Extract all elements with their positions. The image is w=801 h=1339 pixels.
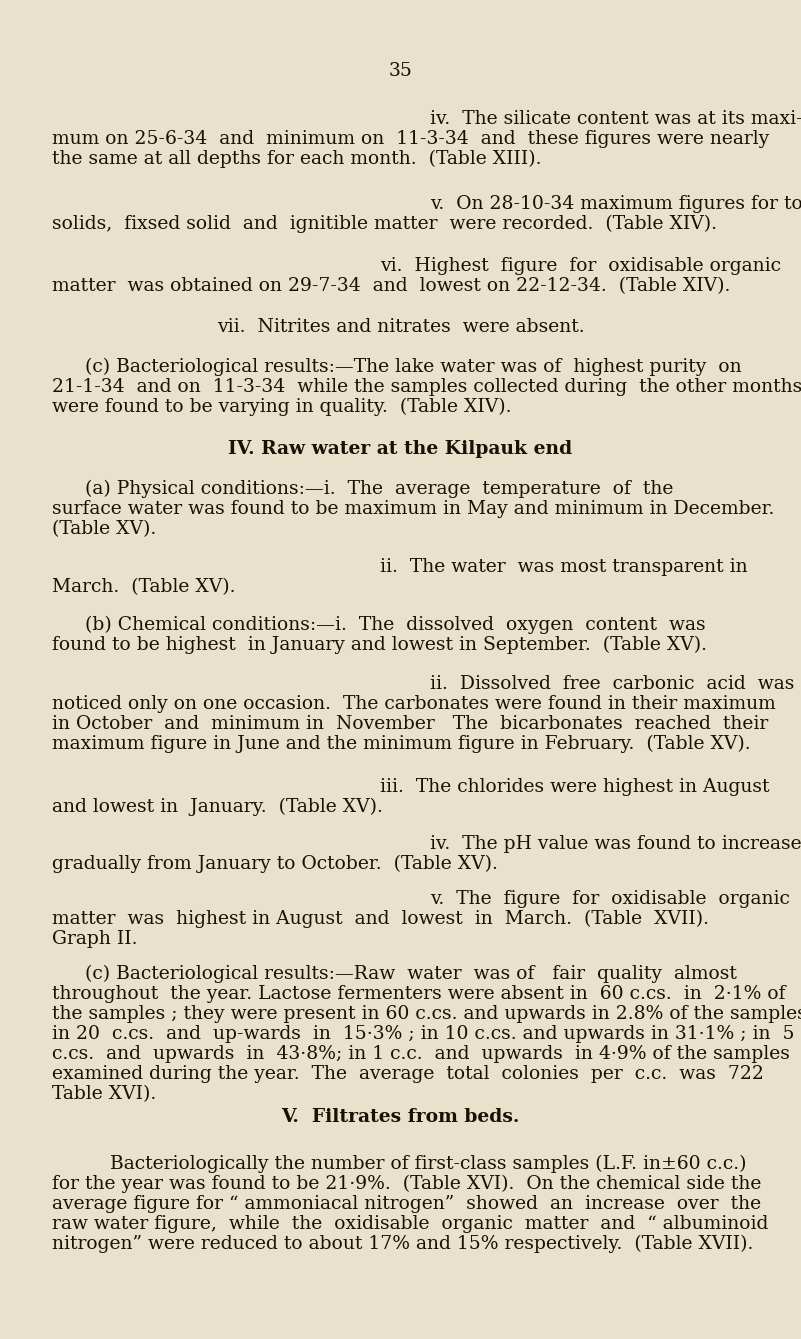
Text: (Table XV).: (Table XV).: [52, 520, 156, 538]
Text: v.  The  figure  for  oxidisable  organic: v. The figure for oxidisable organic: [430, 890, 790, 908]
Text: raw water figure,  while  the  oxidisable  organic  matter  and  “ albuminoid: raw water figure, while the oxidisable o…: [52, 1214, 768, 1233]
Text: in October  and  minimum in  November   The  bicarbonates  reached  their: in October and minimum in November The b…: [52, 715, 768, 732]
Text: (b) Chemical conditions:—i.  The  dissolved  oxygen  content  was: (b) Chemical conditions:—i. The dissolve…: [85, 616, 706, 635]
Text: matter  was  highest in August  and  lowest  in  March.  (Table  XVII).: matter was highest in August and lowest …: [52, 911, 709, 928]
Text: v.  On 28-10-34 maximum figures for total: v. On 28-10-34 maximum figures for total: [430, 195, 801, 213]
Text: noticed only on one occasion.  The carbonates were found in their maximum: noticed only on one occasion. The carbon…: [52, 695, 775, 712]
Text: iv.  The pH value was found to increase: iv. The pH value was found to increase: [430, 836, 801, 853]
Text: the samples ; they were present in 60 c.cs. and upwards in 2.8% of the samples ,: the samples ; they were present in 60 c.…: [52, 1006, 801, 1023]
Text: c.cs.  and  upwards  in  43·8%; in 1 c.c.  and  upwards  in 4·9% of the samples: c.cs. and upwards in 43·8%; in 1 c.c. an…: [52, 1044, 790, 1063]
Text: March.  (Table XV).: March. (Table XV).: [52, 578, 235, 596]
Text: vi.  Highest  figure  for  oxidisable organic: vi. Highest figure for oxidisable organi…: [380, 257, 781, 274]
Text: matter  was obtained on 29-7-34  and  lowest on 22-12-34.  (Table XIV).: matter was obtained on 29-7-34 and lowes…: [52, 277, 731, 295]
Text: iii.  The chlorides were highest in August: iii. The chlorides were highest in Augus…: [380, 778, 770, 795]
Text: (a) Physical conditions:—i.  The  average  temperature  of  the: (a) Physical conditions:—i. The average …: [85, 479, 674, 498]
Text: average figure for “ ammoniacal nitrogen”  showed  an  increase  over  the: average figure for “ ammoniacal nitrogen…: [52, 1194, 761, 1213]
Text: Graph II.: Graph II.: [52, 931, 138, 948]
Text: iv.  The silicate content was at its maxi-: iv. The silicate content was at its maxi…: [430, 110, 801, 129]
Text: V.  Filtrates from beds.: V. Filtrates from beds.: [281, 1107, 520, 1126]
Text: nitrogen” were reduced to about 17% and 15% respectively.  (Table XVII).: nitrogen” were reduced to about 17% and …: [52, 1235, 754, 1253]
Text: examined during the year.  The  average  total  colonies  per  c.c.  was  722: examined during the year. The average to…: [52, 1065, 764, 1083]
Text: for the year was found to be 21·9%.  (Table XVI).  On the chemical side the: for the year was found to be 21·9%. (Tab…: [52, 1176, 762, 1193]
Text: Bacteriologically the number of first-class samples (L.F. in±60 c.c.): Bacteriologically the number of first-cl…: [110, 1156, 747, 1173]
Text: ii.  Dissolved  free  carbonic  acid  was: ii. Dissolved free carbonic acid was: [430, 675, 795, 694]
Text: 35: 35: [388, 62, 413, 80]
Text: Table XVI).: Table XVI).: [52, 1085, 156, 1103]
Text: gradually from January to October.  (Table XV).: gradually from January to October. (Tabl…: [52, 856, 498, 873]
Text: (c) Bacteriological results:—Raw  water  was of   fair  quality  almost: (c) Bacteriological results:—Raw water w…: [85, 965, 737, 983]
Text: solids,  fixsed solid  and  ignitible matter  were recorded.  (Table XIV).: solids, fixsed solid and ignitible matte…: [52, 216, 717, 233]
Text: IV. Raw water at the Kilpauk end: IV. Raw water at the Kilpauk end: [228, 441, 573, 458]
Text: the same at all depths for each month.  (Table XIII).: the same at all depths for each month. (…: [52, 150, 541, 169]
Text: (c) Bacteriological results:—The lake water was of  highest purity  on: (c) Bacteriological results:—The lake wa…: [85, 358, 742, 376]
Text: mum on 25-6-34  and  minimum on  11-3-34  and  these figures were nearly: mum on 25-6-34 and minimum on 11-3-34 an…: [52, 130, 769, 149]
Text: maximum figure in June and the minimum figure in February.  (Table XV).: maximum figure in June and the minimum f…: [52, 735, 751, 754]
Text: 21-1-34  and on  11-3-34  while the samples collected during  the other months: 21-1-34 and on 11-3-34 while the samples…: [52, 378, 801, 396]
Text: throughout  the year. Lactose fermenters were absent in  60 c.cs.  in  2·1% of: throughout the year. Lactose fermenters …: [52, 986, 786, 1003]
Text: were found to be varying in quality.  (Table XIV).: were found to be varying in quality. (Ta…: [52, 398, 512, 416]
Text: ii.  The water  was most transparent in: ii. The water was most transparent in: [380, 558, 747, 576]
Text: vii.  Nitrites and nitrates  were absent.: vii. Nitrites and nitrates were absent.: [217, 317, 584, 336]
Text: surface water was found to be maximum in May and minimum in December.: surface water was found to be maximum in…: [52, 499, 775, 518]
Text: and lowest in  January.  (Table XV).: and lowest in January. (Table XV).: [52, 798, 383, 817]
Text: found to be highest  in January and lowest in September.  (Table XV).: found to be highest in January and lowes…: [52, 636, 707, 655]
Text: in 20  c.cs.  and  up-wards  in  15·3% ; in 10 c.cs. and upwards in 31·1% ; in  : in 20 c.cs. and up-wards in 15·3% ; in 1…: [52, 1024, 795, 1043]
